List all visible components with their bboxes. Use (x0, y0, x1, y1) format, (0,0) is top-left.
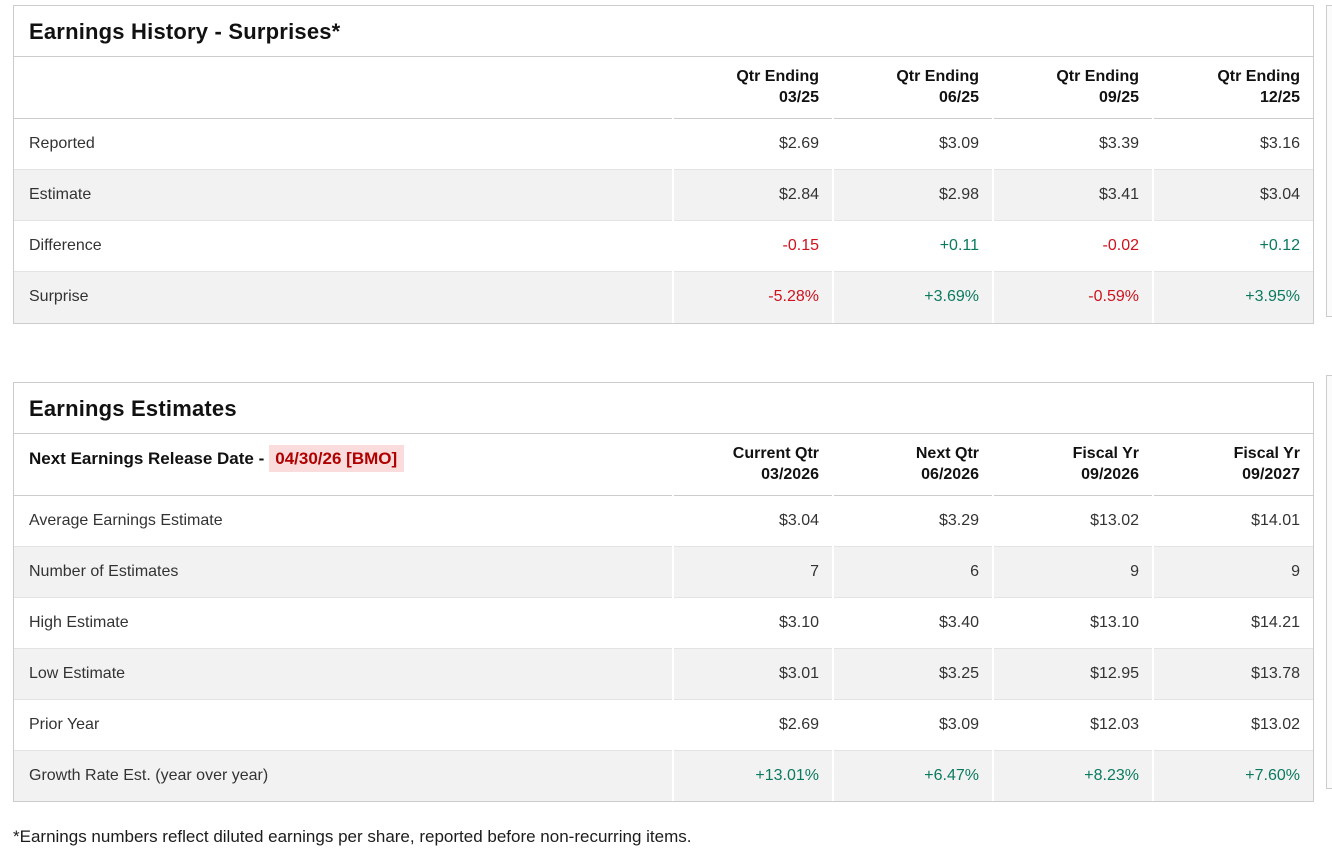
row-label: Surprise (14, 271, 673, 323)
table-row-high-estimate: High Estimate $3.10 $3.40 $13.10 $14.21 (14, 596, 1313, 648)
table-row-low-estimate: Low Estimate $3.01 $3.25 $12.95 $13.78 (14, 647, 1313, 699)
cell-value: $2.69 (672, 118, 833, 170)
earnings-estimates-card: Earnings Estimates Next Earnings Release… (13, 381, 1314, 802)
cell-value: $3.04 (1152, 169, 1313, 221)
cell-value-negative: -0.15 (672, 220, 833, 272)
column-header-current-qtr: Current Qtr 03/2026 (672, 433, 833, 496)
cell-value: $14.21 (1152, 596, 1313, 648)
row-label: Growth Rate Est. (year over year) (14, 749, 673, 801)
column-header-qtr-0325: Qtr Ending 03/25 (672, 57, 833, 119)
row-label: Number of Estimates (14, 545, 673, 597)
column-header-qtr-0625: Qtr Ending 06/25 (832, 57, 993, 119)
earnings-history-title: Earnings History - Surprises* (14, 6, 1313, 57)
cell-value: $3.04 (672, 495, 833, 546)
cell-value: $2.98 (832, 169, 993, 221)
table-row-difference: Difference -0.15 +0.11 -0.02 +0.12 (14, 220, 1313, 272)
cell-value: $3.09 (832, 118, 993, 170)
table-row-average-estimate: Average Earnings Estimate $3.04 $3.29 $1… (14, 495, 1313, 546)
row-label: Estimate (14, 169, 673, 221)
main-column: Earnings History - Surprises* Qtr Ending… (13, 5, 1314, 847)
cell-value: $3.29 (832, 495, 993, 546)
row-label: Reported (14, 118, 673, 170)
cell-value: $14.01 (1152, 495, 1313, 546)
table-row-surprise: Surprise -5.28% +3.69% -0.59% +3.95% (14, 271, 1313, 323)
header-row: Next Earnings Release Date -04/30/26 [BM… (14, 433, 1313, 496)
cell-value: $2.69 (672, 698, 833, 750)
cell-value: $12.95 (992, 647, 1153, 699)
column-header-qtr-0925: Qtr Ending 09/25 (992, 57, 1153, 119)
table-row-reported: Reported $2.69 $3.09 $3.39 $3.16 (14, 118, 1313, 170)
cell-value: 9 (1152, 545, 1313, 597)
cell-value-negative: -5.28% (672, 271, 833, 323)
earnings-history-card: Earnings History - Surprises* Qtr Ending… (13, 5, 1314, 324)
cell-value: $3.41 (992, 169, 1153, 221)
cell-value-positive: +3.95% (1152, 271, 1313, 323)
table-row-growth-rate: Growth Rate Est. (year over year) +13.01… (14, 749, 1313, 801)
column-header-fiscal-yr-2027: Fiscal Yr 09/2027 (1152, 433, 1313, 496)
table-row-estimate: Estimate $2.84 $2.98 $3.41 $3.04 (14, 169, 1313, 221)
cell-value: 7 (672, 545, 833, 597)
cell-value: $13.10 (992, 596, 1153, 648)
table-row-prior-year: Prior Year $2.69 $3.09 $12.03 $13.02 (14, 698, 1313, 750)
earnings-footnote: *Earnings numbers reflect diluted earnin… (13, 827, 692, 846)
cell-value: $3.39 (992, 118, 1153, 170)
cell-value: $13.78 (1152, 647, 1313, 699)
cell-value: $3.10 (672, 596, 833, 648)
cell-value: $3.09 (832, 698, 993, 750)
cell-value-negative: -0.59% (992, 271, 1153, 323)
column-header-next-qtr: Next Qtr 06/2026 (832, 433, 993, 496)
cell-value: $2.84 (672, 169, 833, 221)
row-label: Average Earnings Estimate (14, 495, 673, 546)
row-label: Low Estimate (14, 647, 673, 699)
right-panel-fragment-bottom (1326, 375, 1332, 789)
header-row: Qtr Ending 03/25 Qtr Ending 06/25 Qtr En… (14, 57, 1313, 119)
cell-value: 6 (832, 545, 993, 597)
next-earnings-release: Next Earnings Release Date -04/30/26 [BM… (14, 433, 673, 496)
row-label: Difference (14, 220, 673, 272)
cell-value-positive: +13.01% (672, 749, 833, 801)
cell-value-positive: +0.12 (1152, 220, 1313, 272)
column-header-fiscal-yr-2026: Fiscal Yr 09/2026 (992, 433, 1153, 496)
cell-value: $13.02 (992, 495, 1153, 546)
column-header-qtr-1225: Qtr Ending 12/25 (1152, 57, 1313, 119)
column-header-blank (14, 57, 673, 119)
cell-value-negative: -0.02 (992, 220, 1153, 272)
right-panel-fragment-top (1326, 5, 1332, 317)
cell-value: $13.02 (1152, 698, 1313, 750)
earnings-estimates-table: Next Earnings Release Date -04/30/26 [BM… (14, 433, 1313, 801)
cell-value: $12.03 (992, 698, 1153, 750)
release-date-label: Next Earnings Release Date - (29, 449, 265, 468)
cell-value-positive: +0.11 (832, 220, 993, 272)
cell-value: $3.25 (832, 647, 993, 699)
row-label: Prior Year (14, 698, 673, 750)
row-label: High Estimate (14, 596, 673, 648)
cell-value: $3.01 (672, 647, 833, 699)
release-date-value: 04/30/26 [BMO] (269, 445, 405, 472)
cell-value-positive: +7.60% (1152, 749, 1313, 801)
cell-value-positive: +3.69% (832, 271, 993, 323)
cell-value: $3.16 (1152, 118, 1313, 170)
cell-value: $3.40 (832, 596, 993, 648)
cell-value-positive: +8.23% (992, 749, 1153, 801)
table-row-number-of-estimates: Number of Estimates 7 6 9 9 (14, 545, 1313, 597)
cell-value-positive: +6.47% (832, 749, 993, 801)
earnings-estimates-title: Earnings Estimates (14, 383, 1313, 434)
cell-value: 9 (992, 545, 1153, 597)
earnings-history-table: Qtr Ending 03/25 Qtr Ending 06/25 Qtr En… (14, 57, 1313, 323)
